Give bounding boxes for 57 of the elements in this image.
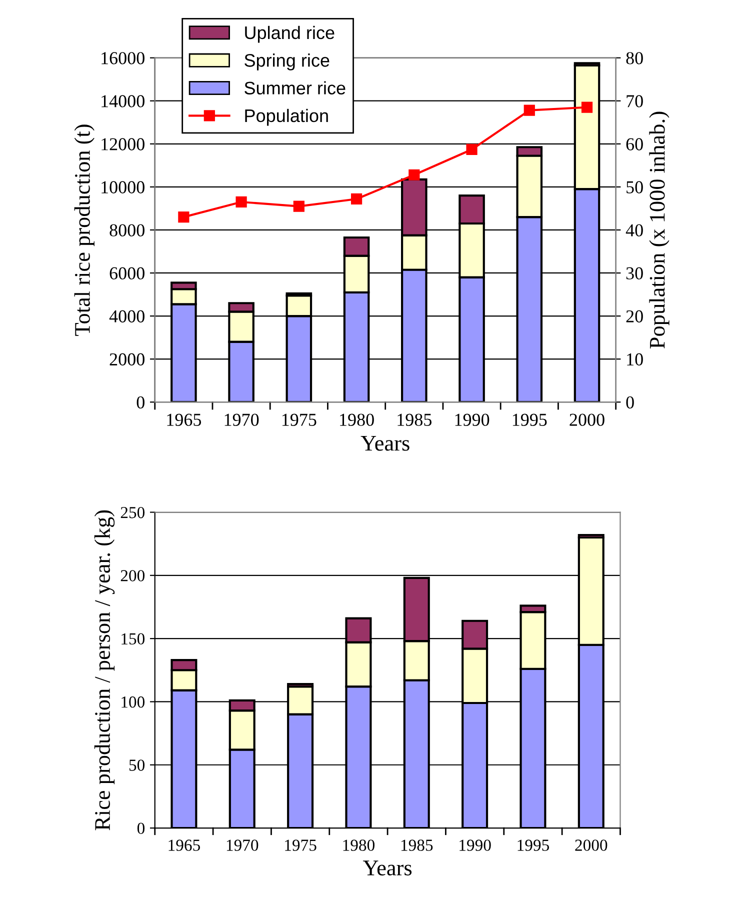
point: [350, 193, 362, 205]
y-axis-title: Rice production / person / year. (kg): [94, 510, 115, 830]
y2-tick-label: 10: [627, 353, 643, 366]
x-tick-label: 1975: [282, 414, 316, 426]
x-tick-label: 1995: [512, 414, 547, 426]
x-axis-title: Years: [360, 436, 410, 451]
y2-tick-label: 60: [626, 138, 643, 150]
y2-tick-label: 70: [626, 95, 643, 108]
x-tick-label: 1965: [168, 840, 200, 851]
y-tick-label: 250: [120, 506, 145, 518]
y-tick-label: 0: [136, 396, 144, 409]
x-tick-label: 1990: [460, 840, 491, 851]
y2-tick-label: 30: [626, 267, 643, 280]
x-tick-label: 2000: [575, 840, 608, 851]
point: [178, 211, 190, 223]
legend-label: Spring rice: [244, 54, 330, 70]
legend-label: Population: [245, 108, 328, 126]
x-tick-label: 1975: [285, 840, 316, 851]
y-tick-label: 0: [137, 822, 145, 834]
x-tick-label: 1980: [340, 414, 374, 426]
y-tick-label: 14000: [102, 95, 144, 108]
legend-label: Summer rice: [244, 81, 346, 94]
point: [581, 102, 593, 113]
y-tick-label: 16000: [102, 52, 144, 64]
y2-tick-label: 50: [626, 181, 643, 194]
y-tick-label: 4000: [109, 310, 144, 322]
y2-tick-label: 80: [626, 52, 643, 64]
x-tick-label: 1990: [455, 414, 490, 426]
point: [524, 104, 535, 116]
y2-tick-label: 40: [626, 224, 643, 236]
y-tick-label: 8000: [110, 224, 144, 236]
point: [408, 169, 420, 180]
x-tick-label: 1970: [226, 840, 258, 851]
y-tick-label: 200: [120, 570, 145, 582]
x-tick-label: 1995: [518, 840, 549, 851]
x-tick-label: 1985: [398, 414, 432, 426]
y-tick-label: 150: [122, 633, 145, 645]
x-tick-label: 1965: [167, 414, 202, 426]
point: [466, 144, 478, 156]
y2-tick-label: 20: [626, 310, 643, 322]
y-tick-label: 12000: [102, 138, 144, 150]
y2-tick-label: 0: [626, 396, 634, 409]
y-tick-label: 6000: [110, 267, 144, 280]
point: [236, 196, 247, 208]
x-tick-label: 1985: [401, 840, 433, 851]
y-tick-label: 2000: [110, 353, 144, 366]
y-tick-label: 100: [122, 696, 145, 708]
y-tick-label: 10000: [102, 181, 144, 194]
x-tick-label: 1980: [343, 840, 374, 851]
y-tick-label: 50: [129, 760, 145, 771]
x-tick-label: 2000: [570, 414, 604, 426]
legend-label: Upland rice: [245, 26, 334, 43]
point: [293, 200, 304, 212]
y-axis-title: Total rice production (t): [74, 124, 94, 336]
x-tick-label: 1970: [224, 414, 259, 426]
x-axis-title: Years: [363, 860, 412, 876]
y2-axis-title: Population (x 1000 inhab.): [649, 112, 670, 348]
